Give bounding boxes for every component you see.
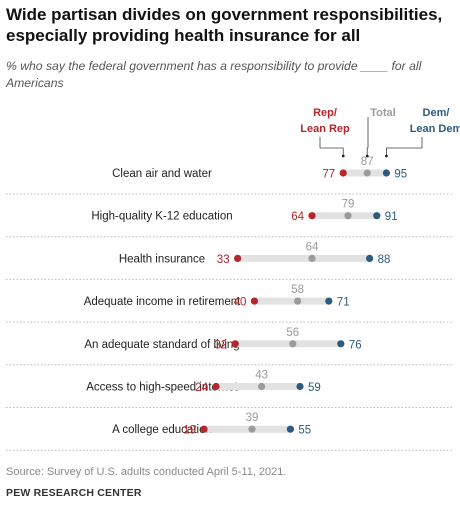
legend-leader-dot bbox=[385, 154, 388, 158]
rep-dot bbox=[234, 254, 242, 262]
legend-leader-dot bbox=[365, 154, 369, 158]
total-value-label: 39 bbox=[246, 412, 259, 424]
dem-value-label: 76 bbox=[349, 339, 362, 351]
total-dot bbox=[248, 425, 256, 433]
dem-value-label: 55 bbox=[298, 425, 311, 437]
total-value-label: 43 bbox=[255, 370, 268, 382]
total-value-label: 79 bbox=[342, 199, 355, 211]
total-value-label: 56 bbox=[286, 327, 299, 339]
rep-dot bbox=[231, 340, 239, 348]
legend-label-dem: Dem/ bbox=[423, 107, 450, 119]
rep-value-label: 77 bbox=[322, 169, 335, 181]
rep-dot bbox=[212, 382, 220, 391]
rep-value-label: 64 bbox=[291, 211, 304, 223]
category-label: Adequate income in retirement bbox=[84, 296, 241, 308]
rep-value-label: 32 bbox=[214, 339, 227, 351]
rep-dot bbox=[308, 212, 316, 220]
dem-dot bbox=[337, 340, 345, 348]
dem-dot bbox=[296, 382, 304, 391]
dem-dot bbox=[325, 297, 333, 305]
dem-value-label: 88 bbox=[378, 254, 391, 266]
legend-leader-dot bbox=[341, 154, 345, 158]
total-dot bbox=[344, 212, 352, 220]
category-label: Health insurance bbox=[119, 253, 205, 265]
total-value-label: 58 bbox=[291, 284, 304, 296]
total-dot bbox=[363, 169, 371, 177]
category-label: Clean air and water bbox=[112, 168, 212, 180]
total-dot bbox=[294, 297, 302, 305]
rep-dot bbox=[250, 297, 259, 305]
legend-label-rep: Lean Rep bbox=[300, 123, 350, 135]
chart-subtitle: % who say the federal government has a r… bbox=[6, 59, 422, 90]
dem-value-label: 95 bbox=[394, 169, 407, 181]
rep-dot bbox=[339, 169, 347, 177]
rep-value-label: 19 bbox=[183, 425, 196, 437]
dem-dot bbox=[286, 425, 295, 433]
category-label: A college education bbox=[112, 424, 212, 436]
dot-plot-chart: Clean air and water 77 87 95 High-quality K-… bbox=[6, 107, 460, 451]
legend-label-dem: Lean Dem bbox=[410, 123, 460, 135]
total-dot bbox=[258, 382, 266, 391]
dem-dot bbox=[382, 169, 391, 177]
chart-title: Wide partisan divides on government resp… bbox=[6, 5, 443, 45]
legend-leader-line bbox=[319, 137, 344, 156]
rep-value-label: 24 bbox=[195, 382, 208, 394]
total-value-label: 87 bbox=[361, 156, 374, 168]
legend-leader-line bbox=[366, 117, 369, 156]
rep-value-label: 33 bbox=[217, 254, 230, 266]
rep-dot bbox=[200, 425, 208, 433]
dem-dot bbox=[373, 212, 381, 220]
legend-label-rep: Rep/ bbox=[313, 107, 337, 119]
legend-label-total: Total bbox=[370, 107, 395, 119]
dem-value-label: 71 bbox=[337, 297, 350, 309]
legend-leader-line bbox=[386, 137, 423, 156]
org-name: PEW RESEARCH CENTER bbox=[6, 487, 142, 499]
dem-dot bbox=[366, 254, 374, 262]
total-value-label: 64 bbox=[306, 241, 319, 253]
category-label: Access to high-speed internet bbox=[86, 382, 238, 394]
dem-value-label: 91 bbox=[385, 211, 398, 223]
rep-value-label: 40 bbox=[234, 297, 247, 309]
dem-value-label: 59 bbox=[308, 382, 321, 394]
total-dot bbox=[289, 340, 297, 348]
source-note: Source: Survey of U.S. adults conducted … bbox=[6, 466, 287, 478]
category-label: An adequate standard of living bbox=[84, 339, 239, 351]
total-dot bbox=[308, 254, 316, 262]
category-label: High-quality K-12 education bbox=[91, 211, 232, 223]
